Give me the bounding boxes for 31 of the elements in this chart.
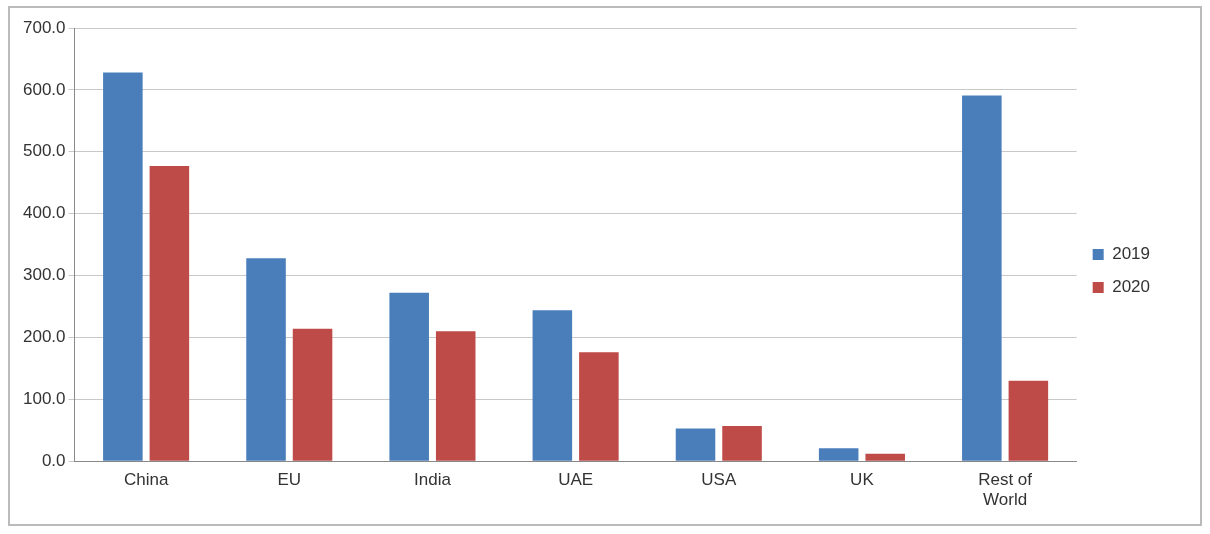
y-tick-label: 0.0	[41, 450, 66, 470]
y-tick-label: 100.0	[22, 389, 66, 408]
y-tick-label: 400.0	[22, 203, 66, 223]
bar	[1008, 380, 1049, 461]
bar	[435, 331, 476, 461]
bar	[149, 166, 190, 461]
y-tick-label: 600.0	[22, 79, 66, 99]
bar	[532, 310, 573, 461]
x-tick-label: USA	[701, 470, 737, 490]
bar	[865, 453, 905, 461]
bar	[246, 258, 286, 461]
y-tick-label: 500.0	[22, 141, 66, 161]
bar	[579, 352, 619, 461]
y-tick-label: 200.0	[22, 327, 66, 347]
x-tick-label: China	[123, 470, 169, 490]
bar	[292, 328, 333, 461]
bar	[818, 448, 859, 461]
x-tick-label: India	[414, 470, 452, 490]
x-tick-label: UAE	[558, 470, 594, 490]
legend-label: 2019	[1112, 244, 1151, 264]
bar	[389, 292, 429, 461]
y-tick-label: 700.0	[22, 17, 66, 37]
bar	[962, 95, 1002, 461]
bar	[675, 428, 716, 461]
y-tick-label: 300.0	[22, 265, 66, 285]
x-tick-label: Rest of World	[978, 470, 1033, 510]
bar	[722, 425, 762, 461]
x-tick-label: EU	[277, 470, 302, 490]
bar	[103, 72, 143, 461]
legend-label: 2020	[1112, 277, 1151, 297]
x-tick-label: UK	[850, 470, 875, 490]
